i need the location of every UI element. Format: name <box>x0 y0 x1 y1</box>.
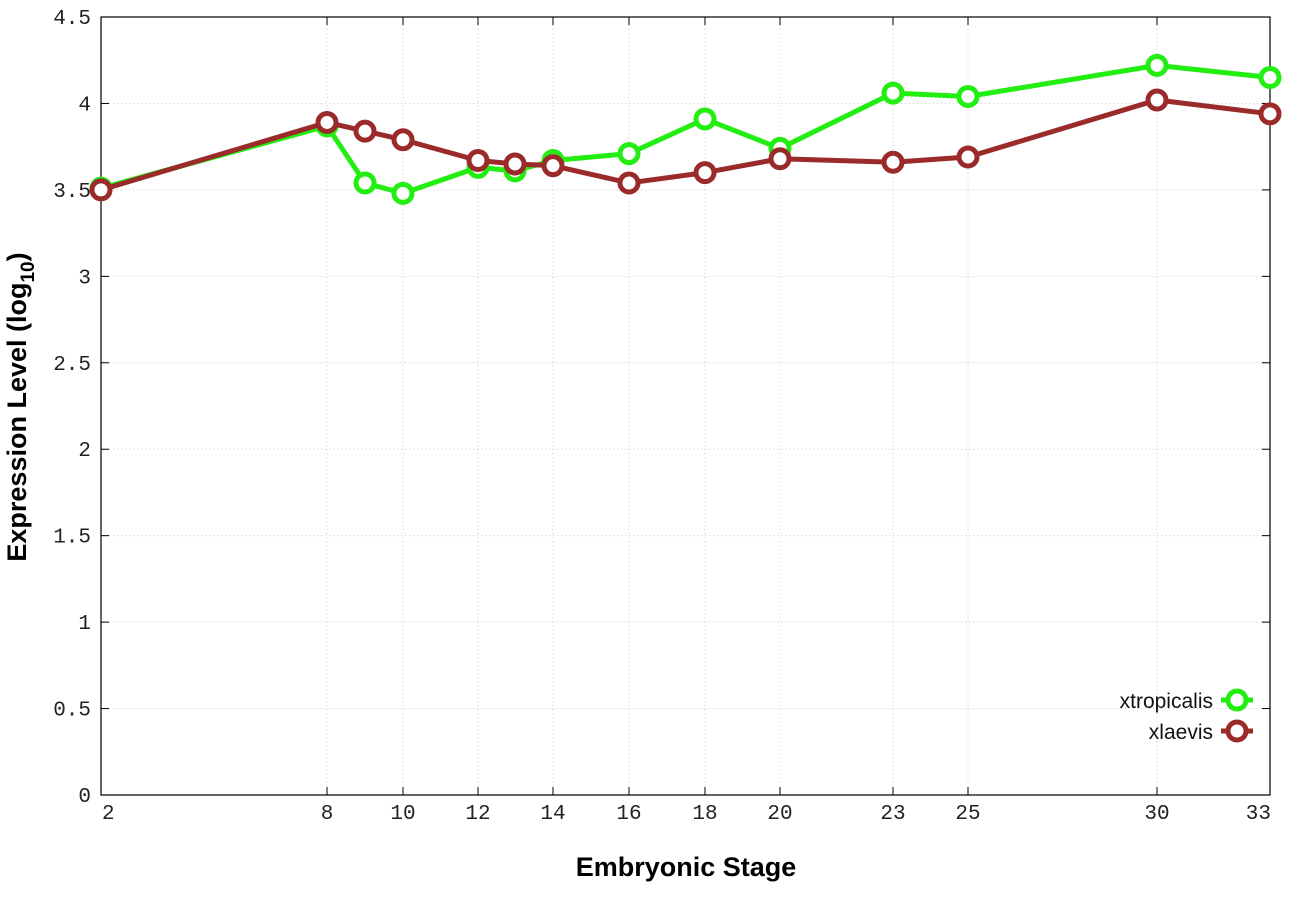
data-point-xlaevis <box>315 110 339 134</box>
x-tick-label: 2 <box>102 803 115 826</box>
legend-label-xlaevis: xlaevis <box>1149 721 1213 744</box>
data-point-xtropicalis <box>693 107 717 131</box>
y-tick-label: 1.5 <box>53 527 91 550</box>
data-point-xlaevis <box>768 147 792 171</box>
data-point-xtropicalis <box>956 85 980 109</box>
y-axis-title-close: ) <box>2 252 32 261</box>
data-point-xlaevis <box>541 154 565 178</box>
data-point-xtropicalis <box>881 81 905 105</box>
x-axis-title: Embryonic Stage <box>576 852 797 882</box>
data-point-xlaevis <box>617 171 641 195</box>
x-tick-label: 20 <box>767 803 792 826</box>
grid <box>101 17 1270 795</box>
data-point-xlaevis <box>1258 102 1282 126</box>
data-point-xlaevis <box>89 178 113 202</box>
data-point-xtropicalis <box>1145 53 1169 77</box>
series-lines <box>89 53 1282 205</box>
x-tick-label: 30 <box>1144 803 1169 826</box>
y-axis-title-subscript: 10 <box>18 261 39 282</box>
y-tick-label: 4 <box>78 94 91 117</box>
x-tick-label: 25 <box>955 803 980 826</box>
data-point-xlaevis <box>881 150 905 174</box>
legend: xtropicalis xlaevis <box>1120 688 1253 744</box>
y-tick-label: 4.5 <box>53 8 91 31</box>
data-point-xtropicalis <box>1258 66 1282 90</box>
y-tick-label: 2 <box>78 440 91 463</box>
x-axis-ticks: 2 8 10 12 14 16 18 20 23 25 30 33 <box>100 17 1271 826</box>
legend-label-xtropicalis: xtropicalis <box>1120 690 1213 713</box>
series-line-xlaevis <box>100 97 1271 193</box>
data-point-xlaevis <box>693 161 717 185</box>
axes <box>100 16 1271 796</box>
y-axis-title: Expression Level (log10) <box>2 252 39 561</box>
x-tick-label: 12 <box>465 803 490 826</box>
x-tick-label: 14 <box>540 803 565 826</box>
legend-swatch-marker-xtropicalis <box>1225 688 1249 712</box>
y-tick-label: 3 <box>78 267 91 290</box>
x-tick-label: 33 <box>1246 803 1271 826</box>
data-point-xtropicalis <box>391 181 415 205</box>
y-axis-ticks: 0 0.5 1 1.5 2 2.5 3 3.5 4 4.5 <box>53 8 1270 809</box>
legend-swatch-marker-xlaevis <box>1225 719 1249 743</box>
plot-frame <box>100 16 1271 796</box>
x-tick-label: 18 <box>692 803 717 826</box>
x-tick-label: 23 <box>880 803 905 826</box>
y-tick-label: 0.5 <box>53 700 91 723</box>
x-tick-label: 16 <box>616 803 641 826</box>
x-tick-label: 8 <box>321 803 334 826</box>
data-point-xlaevis <box>391 128 415 152</box>
y-tick-label: 3.5 <box>53 181 91 204</box>
data-point-xlaevis <box>503 152 527 176</box>
data-point-xtropicalis <box>617 142 641 166</box>
x-tick-label: 10 <box>390 803 415 826</box>
y-axis-title-main: Expression Level (log <box>2 283 32 562</box>
data-point-xlaevis <box>353 119 377 143</box>
y-tick-label: 0 <box>78 786 91 809</box>
data-point-xlaevis <box>1145 88 1169 112</box>
y-tick-label: 1 <box>78 613 91 636</box>
data-point-xlaevis <box>466 148 490 172</box>
data-point-xtropicalis <box>353 171 377 195</box>
y-tick-label: 2.5 <box>53 354 91 377</box>
data-point-xlaevis <box>956 145 980 169</box>
